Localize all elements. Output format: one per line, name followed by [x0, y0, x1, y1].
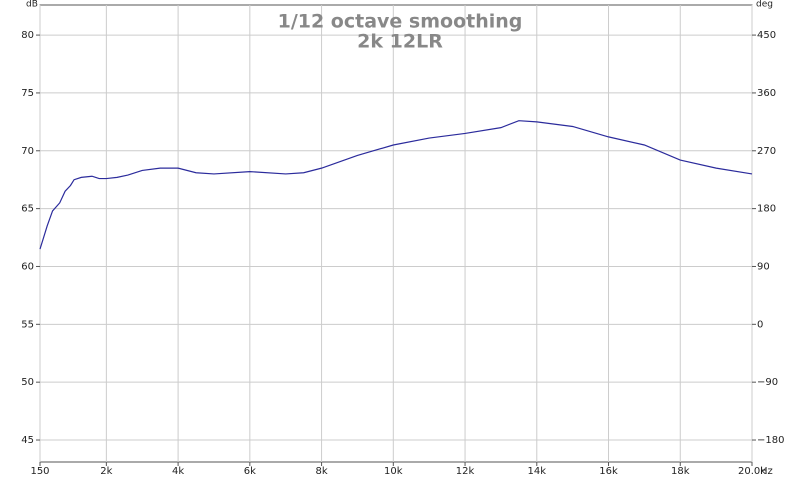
x-tick-label: 18k: [671, 466, 690, 477]
y2-tick-label: 360: [757, 88, 776, 99]
x-tick-label: 16k: [599, 466, 618, 477]
x-tick-label: 14k: [528, 466, 547, 477]
x-tick-label: 20.0k: [738, 466, 766, 477]
y2-tick-label: −90: [757, 377, 778, 388]
y2-tick-label: 90: [757, 261, 770, 272]
y-tick-label: 60: [21, 261, 34, 272]
y2-tick-label: 450: [757, 30, 776, 41]
x-tick-label: 10k: [384, 466, 403, 477]
x-tick-label: 6k: [244, 466, 256, 477]
y-tick-label: 75: [21, 88, 34, 99]
y2-axis-label: deg: [756, 0, 773, 10]
y-axis-label: dB: [26, 0, 38, 10]
y-tick-label: 55: [21, 319, 34, 330]
y2-tick-label: 270: [757, 146, 776, 157]
y2-tick-label: 0: [757, 319, 763, 330]
plot-area: [39, 4, 753, 463]
chart-subtitle: 2k 12LR: [357, 31, 443, 53]
x-tick-label: 2k: [100, 466, 112, 477]
x-tick-label: 4k: [172, 466, 184, 477]
y2-tick-label: −180: [757, 435, 784, 446]
y-tick-label: 50: [21, 377, 34, 388]
y-tick-label: 70: [21, 146, 34, 157]
y-tick-label: 45: [21, 435, 34, 446]
x-unit-label: Hz: [760, 466, 773, 477]
x-tick-label: 8k: [315, 466, 327, 477]
x-tick-label: 150: [30, 466, 49, 477]
y2-tick-label: 180: [757, 204, 776, 215]
chart-title: 1/12 octave smoothing: [278, 11, 523, 33]
grid: [39, 5, 753, 462]
y-tick-label: 65: [21, 204, 34, 215]
y-tick-label: 80: [21, 30, 34, 41]
x-tick-label: 12k: [456, 466, 475, 477]
response-line: [39, 120, 753, 250]
